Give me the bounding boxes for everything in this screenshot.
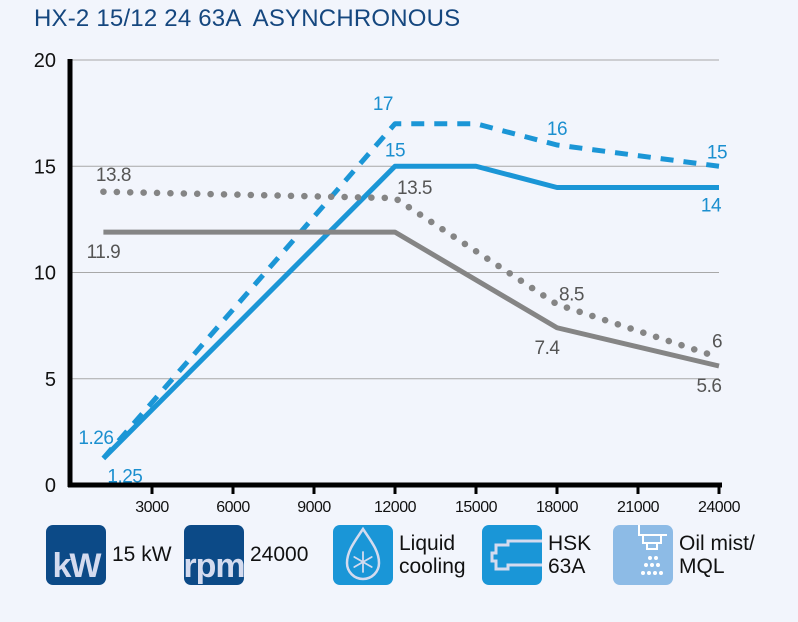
y-tick-label: 20: [34, 50, 56, 72]
data-label: 6: [712, 332, 722, 353]
kw-icon-text: kW: [52, 547, 102, 585]
legend-item-spindle-interface: HSK 63A: [482, 525, 591, 585]
kw-icon: kW: [46, 525, 106, 585]
y-tick-label: 0: [45, 475, 56, 497]
legend-item-speed: rpm 24000: [184, 525, 308, 585]
x-tick-label: 18000: [536, 499, 579, 516]
legend-label-cooling: Liquid cooling: [399, 531, 466, 578]
legend-item-power: kW 15 kW: [46, 525, 172, 585]
data-label: 5.6: [697, 376, 722, 397]
legend-item-lubrication: Oil mist/ MQL: [613, 525, 755, 585]
data-label: 14: [701, 196, 722, 217]
oil-mist-icon: [613, 525, 673, 585]
series-blue-solid: [101, 163, 719, 461]
data-label: 15: [385, 140, 405, 161]
x-tick-label: 9000: [297, 499, 331, 516]
y-tick-label: 15: [34, 156, 56, 178]
data-label: 1.26: [78, 428, 113, 449]
rpm-icon-text: rpm: [184, 547, 244, 585]
y-tick-label: 5: [45, 369, 56, 391]
x-tick-label: 21000: [617, 499, 660, 516]
data-label: 17: [373, 94, 393, 115]
legend-item-cooling: Liquid cooling: [333, 525, 466, 585]
data-label: 13.5: [397, 178, 432, 199]
chart-title: HX-2 15/12 24 63A ASYNCHRONOUS: [34, 5, 461, 32]
hsk-tool-holder-icon: [482, 525, 542, 585]
liquid-cooling-icon: [333, 525, 393, 585]
series-gray-solid: [103, 229, 720, 369]
line-chart: 0 5 10 15 20 3000 6000 9000 12000 15000 18000 21000…: [34, 50, 741, 516]
series-blue-dashed: [101, 121, 720, 460]
legend-label-power: 15 kW: [112, 543, 172, 567]
x-tick-label: 12000: [374, 499, 417, 516]
legend-label-spindle-interface: HSK 63A: [548, 531, 592, 578]
data-label: 13.8: [96, 165, 131, 186]
legend-label-speed: 24000: [250, 543, 309, 567]
x-tick-label: 3000: [135, 499, 169, 516]
rpm-icon: rpm: [184, 525, 244, 585]
x-tick-label: 6000: [216, 499, 250, 516]
data-label: 7.4: [535, 338, 561, 359]
legend-label-lubrication: Oil mist/ MQL: [679, 531, 755, 578]
data-label: 8.5: [559, 284, 584, 305]
data-label: 1.25: [107, 466, 142, 487]
series-gray-dotted: [100, 188, 723, 361]
x-tick-label: 15000: [455, 499, 498, 516]
data-label: 11.9: [87, 242, 121, 263]
y-tick-label: 10: [34, 263, 56, 285]
x-tick-label: 24000: [698, 499, 741, 516]
data-label: 16: [547, 119, 567, 140]
data-label: 15: [707, 142, 727, 163]
